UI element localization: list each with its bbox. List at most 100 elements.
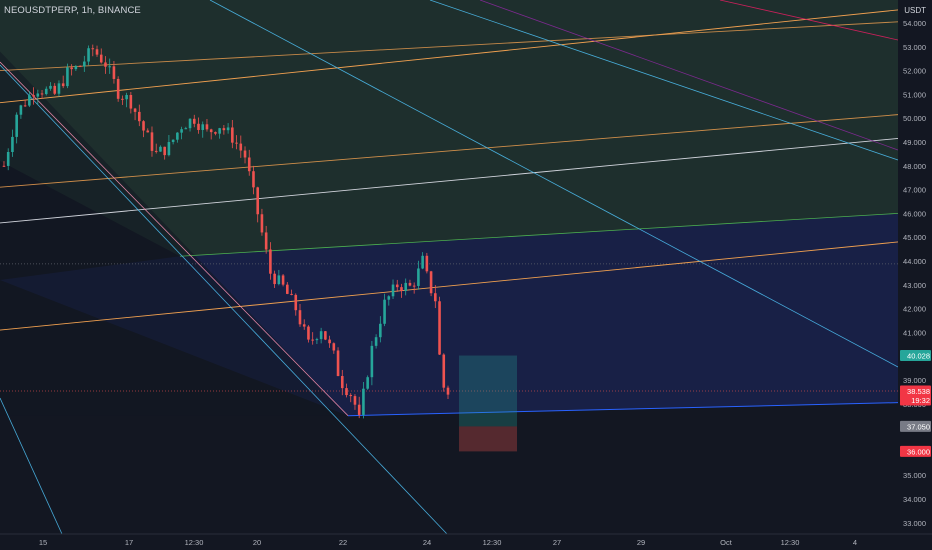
price-tick-label: 52.000 (903, 67, 926, 76)
candle-body (61, 83, 65, 87)
last-price-label-bg (900, 385, 931, 397)
price-tick-label: 39.000 (903, 376, 926, 385)
candle-body (112, 66, 116, 79)
candle-body (446, 387, 450, 395)
candle-body (324, 331, 327, 340)
time-tick-label: 12:30 (483, 538, 502, 547)
light-blue-diagonal-4 (0, 397, 63, 535)
candle-body (154, 150, 158, 152)
candle-body (302, 324, 306, 327)
price-tick-label: 41.000 (903, 328, 926, 337)
light-blue-diagonal-2 (429, 0, 899, 161)
candle-body (163, 146, 166, 156)
price-tick-label: 42.000 (903, 305, 926, 314)
candle-body (328, 339, 331, 344)
time-tick-label: 29 (637, 538, 645, 547)
candle-body (357, 404, 361, 415)
pink-falling-line (0, 61, 349, 416)
symbol-title[interactable]: NEOUSDTPERP, 1h, BINANCE (4, 5, 141, 16)
candle-body (412, 285, 416, 287)
candle-body (370, 345, 374, 378)
candle-body (379, 323, 382, 338)
candle-body (171, 139, 175, 143)
candle-body (28, 95, 31, 106)
candle-body (417, 268, 420, 286)
orange-line-mid (0, 114, 899, 188)
price-tick-label: 53.000 (903, 43, 926, 52)
candle-body (150, 132, 154, 151)
candle-body (159, 146, 162, 152)
candle-body (133, 108, 137, 112)
candle-body (269, 249, 272, 274)
time-tick-label: Oct (720, 538, 733, 547)
candle-body (125, 94, 128, 100)
candle-body (442, 354, 446, 388)
candle-body (129, 94, 133, 109)
orange-line-top-2 (0, 21, 899, 72)
position-stop-zone (459, 426, 517, 452)
price-tick-label: 34.000 (903, 495, 926, 504)
candle-body (273, 273, 276, 285)
price-tick-label: 54.000 (903, 19, 926, 28)
candle-body (260, 214, 264, 233)
time-tick-label: 17 (125, 538, 133, 547)
candle-body (383, 299, 386, 324)
candle-body (226, 127, 230, 131)
candle-body (222, 128, 226, 131)
candle-body (332, 343, 336, 351)
price-tick-label: 35.000 (903, 471, 926, 480)
candle-body (15, 114, 18, 137)
candle-body (188, 118, 192, 129)
price-tick-label: 50.000 (903, 114, 926, 123)
candle-body (201, 124, 205, 130)
candle-body (374, 337, 378, 346)
candle-body (91, 48, 95, 50)
candle-body (83, 61, 86, 67)
time-tick-label: 24 (423, 538, 431, 547)
price-tick-label: 33.000 (903, 519, 926, 528)
candle-body (421, 255, 424, 269)
candle-body (121, 98, 124, 100)
light-blue-diagonal-3 (0, 64, 448, 535)
candle-body (146, 130, 150, 133)
candle-body (286, 284, 289, 294)
candle-body (180, 129, 183, 133)
time-tick-label: 4 (853, 538, 857, 547)
candle-body (319, 331, 323, 340)
candle-body (252, 171, 255, 188)
candle-body (95, 49, 99, 55)
candle-body (205, 124, 209, 130)
candle-body (184, 128, 188, 130)
price-tick-label: 44.000 (903, 257, 926, 266)
candle-body (391, 284, 395, 297)
time-tick-label: 12:30 (185, 538, 204, 547)
candle-body (438, 301, 441, 355)
price-tick-label: 45.000 (903, 233, 926, 242)
countdown-label: 19:32 (911, 396, 930, 405)
target-price-label: 40.028 (907, 352, 930, 361)
candle-body (264, 232, 268, 250)
target-price-label-bg (900, 350, 931, 362)
candle-body (400, 287, 403, 291)
time-tick-label: 15 (39, 538, 47, 547)
time-tick-label: 12:30 (781, 538, 800, 547)
candle-body (99, 54, 103, 63)
candle-body (176, 132, 179, 140)
candle-body (2, 165, 6, 167)
candle-body (209, 129, 213, 133)
candle-body (23, 105, 27, 107)
time-axis (0, 534, 932, 550)
price-tick-label: 51.000 (903, 90, 926, 99)
candle-body (277, 275, 281, 285)
candle-body (74, 66, 78, 70)
candle-body (11, 136, 14, 153)
entry-price-label: 37.050 (907, 422, 930, 431)
green-zone (0, 0, 898, 257)
countdown-label-bg (900, 394, 931, 406)
candle-body (6, 152, 10, 166)
candle-body (366, 377, 369, 389)
entry-price-label-bg (900, 420, 931, 432)
candle-body (340, 376, 344, 389)
